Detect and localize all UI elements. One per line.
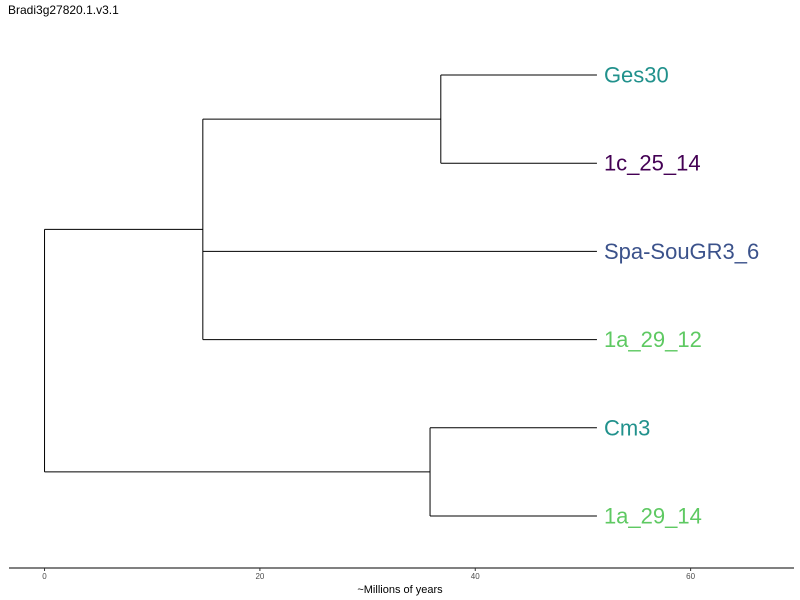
axis-tick-label: 40 [471, 572, 480, 581]
tip-label: 1a_29_12 [604, 327, 702, 352]
tip-labels: Ges30 1c_25_14 Spa-SouGR3_6 1a_29_12 Cm3 1a_2… [604, 63, 759, 529]
axis-ticks: 0 20 40 60 [42, 568, 696, 581]
tip-label: Spa-SouGR3_6 [604, 239, 759, 264]
tree-branches [44, 74, 597, 517]
figure-title: Bradi3g27820.1.v3.1 [8, 3, 119, 17]
tip-label: Cm3 [604, 415, 650, 440]
tip-label: 1c_25_14 [604, 151, 701, 176]
x-axis-title: ~Millions of years [357, 584, 443, 596]
time-axis: 0 20 40 60 ~Millions of years [9, 567, 794, 596]
axis-tick-label: 20 [255, 572, 264, 581]
axis-tick-label: 0 [42, 572, 47, 581]
tip-label: 1a_29_14 [604, 504, 702, 529]
axis-tick-label: 60 [686, 572, 695, 581]
tip-label: Ges30 [604, 63, 669, 88]
